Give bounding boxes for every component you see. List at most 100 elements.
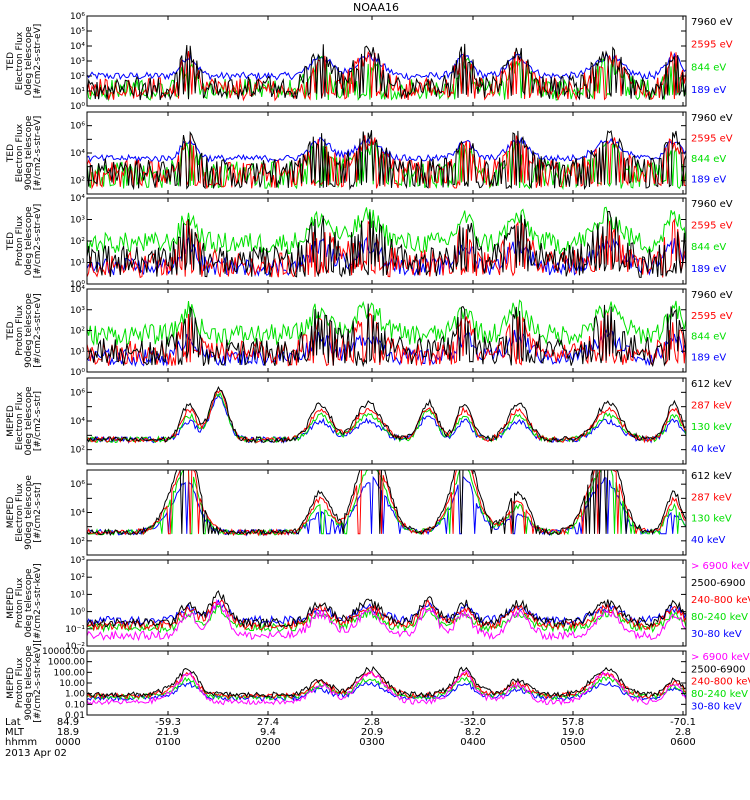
legend-entry: 30-80 keV [691, 629, 742, 640]
panel-2: 10² 10⁴ 10⁶ TED Electron Flux 90deg telescope… [6, 111, 733, 195]
legend-entry: 7960 eV [691, 199, 733, 210]
legend-entry: 844 eV [691, 62, 726, 73]
y-axis-label-line: [#/cm2-s-str-eV] [33, 293, 43, 368]
time-row-label-mlt: MLT [5, 727, 25, 738]
legend-entry: 2595 eV [691, 221, 733, 232]
y-axis-label-line: TED [6, 232, 16, 251]
time-axis-lat-value: -32.0 [460, 717, 486, 728]
y-tick-label: 10¹ [70, 259, 85, 269]
legend-entry: 40 keV [691, 535, 725, 546]
time-axis-lat-value: 84.9 [57, 717, 79, 728]
y-tick-label: 10¹ [70, 347, 85, 357]
legend-entry: 612 keV [691, 471, 732, 482]
time-axis-lat-value: 2.8 [364, 717, 380, 728]
legend-entry: > 6900 keV [691, 561, 750, 572]
y-tick-label: 10³ [70, 306, 85, 316]
time-axis-hhmm-value: 0100 [155, 737, 180, 748]
time-axis-hhmm-value: 0000 [55, 737, 80, 748]
legend-entry: 2595 eV [691, 134, 733, 145]
y-axis-label-line: Proton Flux [15, 215, 25, 266]
legend-entry: 30-80 keV [691, 701, 742, 712]
panel-7: 10⁻² 10⁻¹ 10⁰ 10¹ 10² 10³ MEPED Proton Flux 0deg… [6, 556, 750, 652]
panel-3: 10⁰ 10¹ 10² 10³ 10⁴ TED Proton Flux 0deg telesc… [6, 194, 733, 290]
y-axis-label-line: 0deg telescope [24, 206, 34, 276]
figure-title: NOAA16 [353, 1, 399, 14]
time-row-label-hhmm: hhmm [5, 737, 37, 748]
y-tick-label: 10⁰ [70, 368, 85, 378]
legend-entry: 80-240 keV [691, 689, 748, 700]
series-line-1-1 [86, 43, 687, 101]
y-axis-label-line: Electron Flux [15, 31, 25, 90]
y-tick-label: 10⁰ [70, 102, 85, 112]
y-axis-label-line: Electron Flux [15, 391, 25, 450]
legend-entry: 189 eV [691, 352, 726, 363]
legend-entry: 844 eV [691, 242, 726, 253]
y-tick-label: 10² [70, 446, 85, 456]
time-axis-mlt-value: 21.9 [157, 727, 179, 738]
y-axis-label-line: MEPED [6, 667, 16, 699]
y-tick-label: 10⁴ [70, 42, 85, 52]
legend-entry: 130 keV [691, 422, 732, 433]
time-row-label-lat: Lat [5, 717, 21, 728]
legend-entry: 7960 eV [691, 113, 733, 124]
series-line-4-1 [86, 303, 687, 368]
y-axis-label-line: 90deg telescope [24, 293, 34, 368]
panel-4: 10⁰ 10¹ 10² 10³ 10⁴ TED Proton Flux 90deg teles… [6, 285, 733, 378]
time-axis-mlt-value: 2.8 [675, 727, 691, 738]
time-axis-lat-value: 57.8 [562, 717, 584, 728]
time-axis-hhmm-value: 0300 [359, 737, 384, 748]
panel-5: 10² 10⁴ 10⁶ MEPED Electron Flux 0deg telescop… [6, 377, 732, 465]
series-line-5-2 [86, 389, 687, 444]
time-axis-mlt-value: 9.4 [260, 727, 276, 738]
y-tick-label: 10² [70, 327, 85, 337]
y-tick-label: 10² [70, 537, 85, 547]
y-tick-label: 10⁶ [70, 12, 85, 22]
series-line-8-5 [86, 680, 687, 702]
y-axis-label-line: TED [6, 321, 16, 340]
y-tick-label: 10⁵ [70, 27, 85, 37]
legend-entry: 844 eV [691, 154, 726, 165]
series-line-8-4 [86, 676, 687, 701]
y-axis-label-line: [#/cm2-s-str] [33, 482, 43, 542]
panel-1: 10⁰ 10¹ 10² 10³ 10⁴ 10⁵ 10⁶ TED Electron Flux 0de… [6, 12, 733, 112]
series-line-5-1 [86, 386, 687, 444]
legend-entry: 7960 eV [691, 290, 733, 301]
time-axis-hhmm-value: 0200 [255, 737, 280, 748]
series-line-7-1 [86, 598, 687, 642]
y-axis-label-line: MEPED [6, 405, 16, 437]
y-axis-label-line: TED [6, 52, 16, 71]
time-axis-lat-value: 27.4 [257, 717, 279, 728]
time-axis-mlt-value: 8.2 [465, 727, 481, 738]
y-tick-label: 10² [70, 72, 85, 82]
y-tick-label: 10000.00 [42, 647, 85, 657]
legend-entry: 844 eV [691, 332, 726, 343]
y-tick-label: 10³ [70, 556, 85, 566]
y-axis-label-line: [#/cm2-s-str-keV] [33, 563, 43, 642]
y-tick-label: 10² [70, 237, 85, 247]
y-tick-label: 10.00 [59, 679, 85, 689]
series-line-8-1 [86, 670, 687, 706]
y-axis-label-line: MEPED [6, 587, 16, 619]
y-tick-label: 0.01 [65, 711, 85, 721]
y-axis-label-line: 0deg telescope [24, 568, 34, 638]
y-tick-label: 10² [70, 573, 85, 583]
y-tick-label: 10⁴ [70, 149, 85, 159]
panel-6: 10² 10⁴ 10⁶ MEPED Electron Flux 90deg telesco… [6, 469, 732, 556]
y-tick-label: 100.00 [54, 668, 86, 678]
legend-entry: 240-800 keV [691, 595, 750, 606]
y-tick-label: 10⁴ [70, 509, 85, 519]
series-line-7-2 [86, 590, 687, 629]
y-axis-label-line: Proton Flux [15, 305, 25, 356]
time-axis-lat-value: -70.1 [670, 717, 696, 728]
y-tick-label: 10⁰ [70, 280, 85, 290]
y-axis-label-line: Electron Flux [15, 123, 25, 182]
y-tick-label: 10¹ [70, 87, 85, 97]
legend-entry: > 6900 keV [691, 652, 750, 663]
legend-entry: 189 eV [691, 85, 726, 96]
y-tick-label: 10² [70, 176, 85, 186]
y-axis-label-line: 0deg telescope [24, 26, 34, 96]
series-line-4-3 [86, 299, 687, 347]
